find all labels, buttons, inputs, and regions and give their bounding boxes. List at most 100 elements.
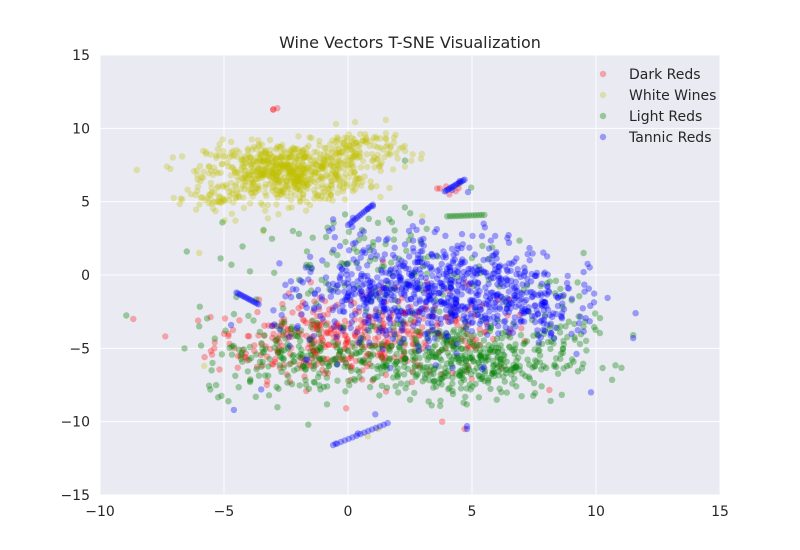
- data-point: [228, 149, 235, 156]
- data-point: [281, 320, 288, 327]
- data-point: [304, 165, 311, 172]
- data-point: [467, 298, 474, 306]
- data-point: [278, 149, 285, 156]
- data-point: [470, 282, 477, 290]
- data-point: [358, 359, 366, 366]
- data-point: [317, 151, 324, 158]
- data-point: [207, 347, 215, 355]
- data-point: [447, 276, 454, 284]
- data-point: [229, 147, 237, 155]
- data-point: [295, 179, 302, 186]
- data-point: [308, 321, 316, 328]
- data-point: [443, 301, 450, 308]
- data-point: [487, 294, 494, 302]
- data-point: [336, 177, 343, 184]
- data-point: [225, 196, 232, 204]
- data-point: [532, 272, 539, 280]
- data-point: [454, 321, 461, 329]
- data-point: [334, 301, 341, 308]
- data-point: [360, 247, 367, 254]
- data-point: [448, 245, 456, 253]
- data-point: [287, 165, 294, 173]
- data-point: [309, 177, 316, 184]
- data-point: [262, 149, 269, 156]
- data-point: [540, 307, 547, 314]
- data-point: [310, 332, 318, 340]
- data-point: [421, 281, 429, 289]
- data-point: [289, 167, 296, 174]
- data-point: [425, 292, 432, 300]
- data-point: [177, 195, 184, 202]
- data-point: [337, 438, 345, 446]
- data-point: [344, 280, 351, 287]
- data-point: [372, 411, 379, 418]
- data-point: [322, 144, 329, 152]
- data-point: [493, 364, 501, 371]
- data-point: [432, 362, 439, 369]
- data-point: [521, 269, 528, 276]
- data-point: [257, 153, 264, 160]
- data-point: [231, 169, 239, 176]
- data-point: [376, 316, 383, 323]
- data-point: [316, 321, 323, 328]
- data-point: [466, 354, 474, 362]
- data-point: [288, 344, 295, 351]
- data-point: [304, 290, 312, 297]
- data-point: [341, 356, 349, 363]
- data-point: [455, 185, 462, 192]
- data-point: [504, 312, 511, 319]
- data-point: [477, 375, 484, 383]
- data-point: [425, 293, 432, 300]
- data-point: [239, 243, 246, 250]
- data-point: [204, 194, 211, 202]
- data-point: [274, 175, 282, 183]
- data-point: [284, 162, 291, 169]
- data-point: [296, 152, 303, 159]
- data-point: [455, 372, 463, 380]
- data-point: [445, 262, 452, 269]
- data-point: [536, 352, 544, 359]
- data-point: [438, 260, 445, 268]
- data-point: [336, 165, 343, 173]
- data-point: [409, 357, 417, 364]
- data-point: [489, 367, 496, 375]
- data-point: [291, 180, 298, 188]
- data-point: [258, 147, 265, 154]
- data-point: [308, 340, 316, 347]
- data-point: [390, 374, 397, 381]
- data-point: [489, 370, 496, 377]
- data-point: [244, 357, 251, 364]
- data-point: [252, 176, 259, 183]
- data-point: [299, 168, 306, 175]
- data-point: [265, 160, 272, 167]
- data-point: [552, 290, 559, 297]
- data-point: [444, 314, 451, 321]
- data-point: [272, 171, 279, 179]
- data-point: [319, 163, 326, 170]
- data-point: [463, 401, 470, 408]
- data-point: [490, 335, 497, 343]
- data-point: [264, 215, 272, 222]
- data-point: [404, 309, 411, 316]
- data-point: [453, 350, 460, 357]
- data-point: [378, 298, 385, 306]
- data-point: [379, 258, 387, 265]
- data-point: [414, 279, 421, 287]
- data-point: [359, 282, 366, 289]
- data-point: [311, 291, 319, 298]
- data-point: [130, 315, 137, 323]
- data-point: [604, 294, 611, 302]
- data-point: [232, 194, 240, 202]
- data-point: [252, 155, 259, 162]
- data-point: [276, 326, 283, 333]
- data-point: [210, 164, 218, 171]
- data-point: [385, 355, 392, 362]
- data-point: [313, 346, 321, 354]
- data-point: [367, 297, 375, 304]
- data-point: [399, 262, 407, 270]
- data-point: [227, 179, 235, 187]
- data-point: [329, 216, 337, 223]
- data-point: [425, 398, 432, 405]
- data-point: [337, 348, 344, 355]
- data-point: [370, 134, 378, 141]
